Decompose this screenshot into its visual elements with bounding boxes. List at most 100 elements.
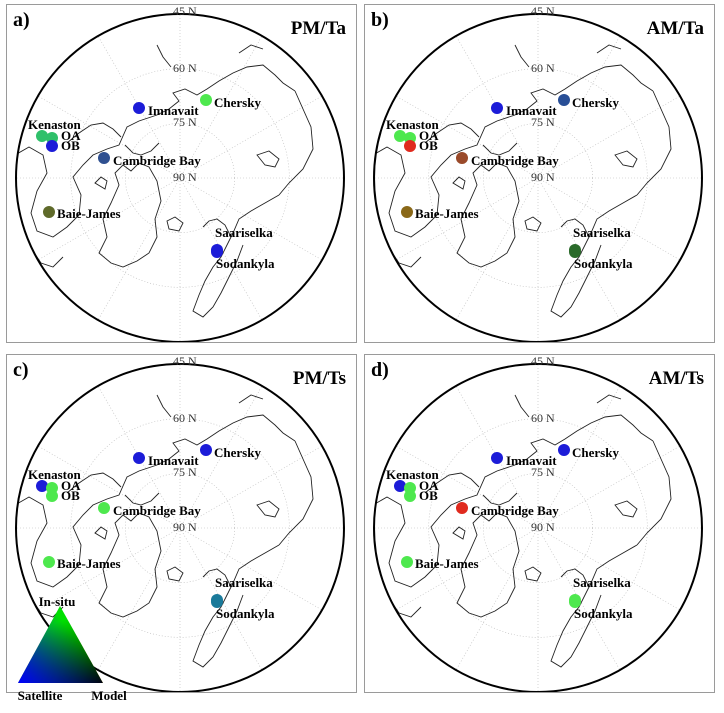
meridian-300 <box>395 445 539 529</box>
site-label: Imnavait <box>148 103 199 118</box>
coastline-4 <box>192 194 280 318</box>
lat-label: 60 N <box>531 61 555 75</box>
meridian-210 <box>455 177 539 321</box>
map-boundary <box>373 363 703 692</box>
map-panel-2: 45 N 60 N 75 N 90 N Chersky Imnavait Kenaston O… <box>364 4 715 343</box>
coastline-9 <box>202 218 232 238</box>
site-label: Kenaston <box>28 467 82 482</box>
coastline-10 <box>256 500 280 518</box>
site-label: Saariselka <box>573 575 631 590</box>
coastline-8 <box>452 176 466 190</box>
map-panel-3: 45 N 60 N 75 N 90 N Chersky Imnavait Kenaston O… <box>6 354 357 693</box>
meridian-120 <box>179 527 323 611</box>
site-marker-chersky <box>558 444 570 456</box>
site-label: Imnavait <box>506 103 557 118</box>
site-marker-cambridge-bay <box>98 502 110 514</box>
site-marker-sodankyla <box>569 246 581 258</box>
lat-label: 75 N <box>173 115 197 129</box>
meridian-30 <box>179 385 263 529</box>
lat-label: 60 N <box>173 411 197 425</box>
coastline-3 <box>278 440 314 546</box>
site-label: Sodankyla <box>216 606 275 621</box>
lat-circle-0 <box>70 68 290 288</box>
site-marker-sodankyla <box>569 596 581 608</box>
site-label: OA <box>419 478 439 493</box>
meridian-210 <box>97 177 181 321</box>
coastline-0 <box>98 512 162 618</box>
coastlines <box>16 394 314 668</box>
panel-title: AM/Ts <box>648 368 704 389</box>
coastline-0 <box>456 162 520 268</box>
coastline-1 <box>16 464 158 588</box>
site-label: OA <box>61 478 81 493</box>
site-label: Imnavait <box>148 453 199 468</box>
site-marker-ob <box>46 490 58 502</box>
lat-label: 75 N <box>531 115 555 129</box>
coastline-9 <box>202 568 232 588</box>
lat-label: 90 N <box>531 520 555 534</box>
meridian-300 <box>37 445 181 529</box>
meridian-120 <box>179 177 323 261</box>
coastline-5 <box>424 122 480 144</box>
coastline-13 <box>156 44 172 68</box>
coastline-3 <box>278 90 314 196</box>
coastline-3 <box>636 440 672 546</box>
site-label: Cambridge Bay <box>113 153 201 168</box>
coastlines <box>16 44 314 318</box>
coastline-9 <box>560 568 590 588</box>
polar-map: 45 N60 N75 N90 NCherskyImnavaitKenastonO… <box>15 5 345 342</box>
map-panel-1: 45 N 60 N 75 N 90 N Chersky Imnavait Kenaston O… <box>6 4 357 343</box>
panel-title: PM/Ts <box>292 368 346 389</box>
coastline-12 <box>238 44 264 54</box>
coastline-4 <box>550 544 638 668</box>
site-label: OB <box>61 138 80 153</box>
site-label: Kenaston <box>28 117 82 132</box>
coastline-3 <box>636 90 672 196</box>
meridian-120 <box>537 177 681 261</box>
coastline-5 <box>66 472 122 494</box>
lat-circle-0 <box>428 68 648 288</box>
polar-map: 45 N60 N75 N90 NCherskyImnavaitKenastonO… <box>373 355 703 692</box>
meridian-240 <box>395 527 539 611</box>
lat-label: 75 N <box>531 465 555 479</box>
meridian-30 <box>179 35 263 179</box>
site-label: OA <box>419 128 439 143</box>
site-label: Saariselka <box>573 225 631 240</box>
meridian-60 <box>179 445 323 529</box>
coastline-13 <box>156 394 172 418</box>
map-boundary <box>15 363 345 692</box>
site-marker-kenaston <box>36 480 48 492</box>
site-label: Baie-James <box>57 556 121 571</box>
coastline-5 <box>66 122 122 144</box>
coastline-10 <box>614 150 638 168</box>
polar-map: 45 N60 N75 N90 NCherskyImnavaitKenastonO… <box>15 355 345 692</box>
site-marker-imnavait <box>491 102 503 114</box>
site-label: Sodankyla <box>216 256 275 271</box>
lat-circle-0 <box>70 418 290 638</box>
site-marker-chersky <box>200 444 212 456</box>
coastline-1 <box>374 464 516 588</box>
site-label: Cambridge Bay <box>113 503 201 518</box>
panel-letter: c) <box>13 359 29 381</box>
site-marker-ob <box>404 490 416 502</box>
site-marker-ob <box>46 140 58 152</box>
site-label: OB <box>419 488 438 503</box>
site-label: OB <box>61 488 80 503</box>
site-marker-cambridge-bay <box>456 502 468 514</box>
site-marker-kenaston <box>394 130 406 142</box>
site-label: Baie-James <box>415 556 479 571</box>
site-label: Saariselka <box>215 225 273 240</box>
coastline-6 <box>482 492 518 506</box>
coastline-5 <box>424 472 480 494</box>
coastline-7 <box>524 566 542 582</box>
coastline-6 <box>124 492 160 506</box>
panel-letter: a) <box>13 9 30 31</box>
coastline-12 <box>596 44 622 54</box>
site-label: Cambridge Bay <box>471 153 559 168</box>
site-label: Baie-James <box>57 206 121 221</box>
meridian-240 <box>37 177 181 261</box>
site-marker-kenaston <box>36 130 48 142</box>
coastline-2 <box>156 414 296 466</box>
meridian-210 <box>97 527 181 671</box>
lat-label: 45 N <box>531 355 555 368</box>
